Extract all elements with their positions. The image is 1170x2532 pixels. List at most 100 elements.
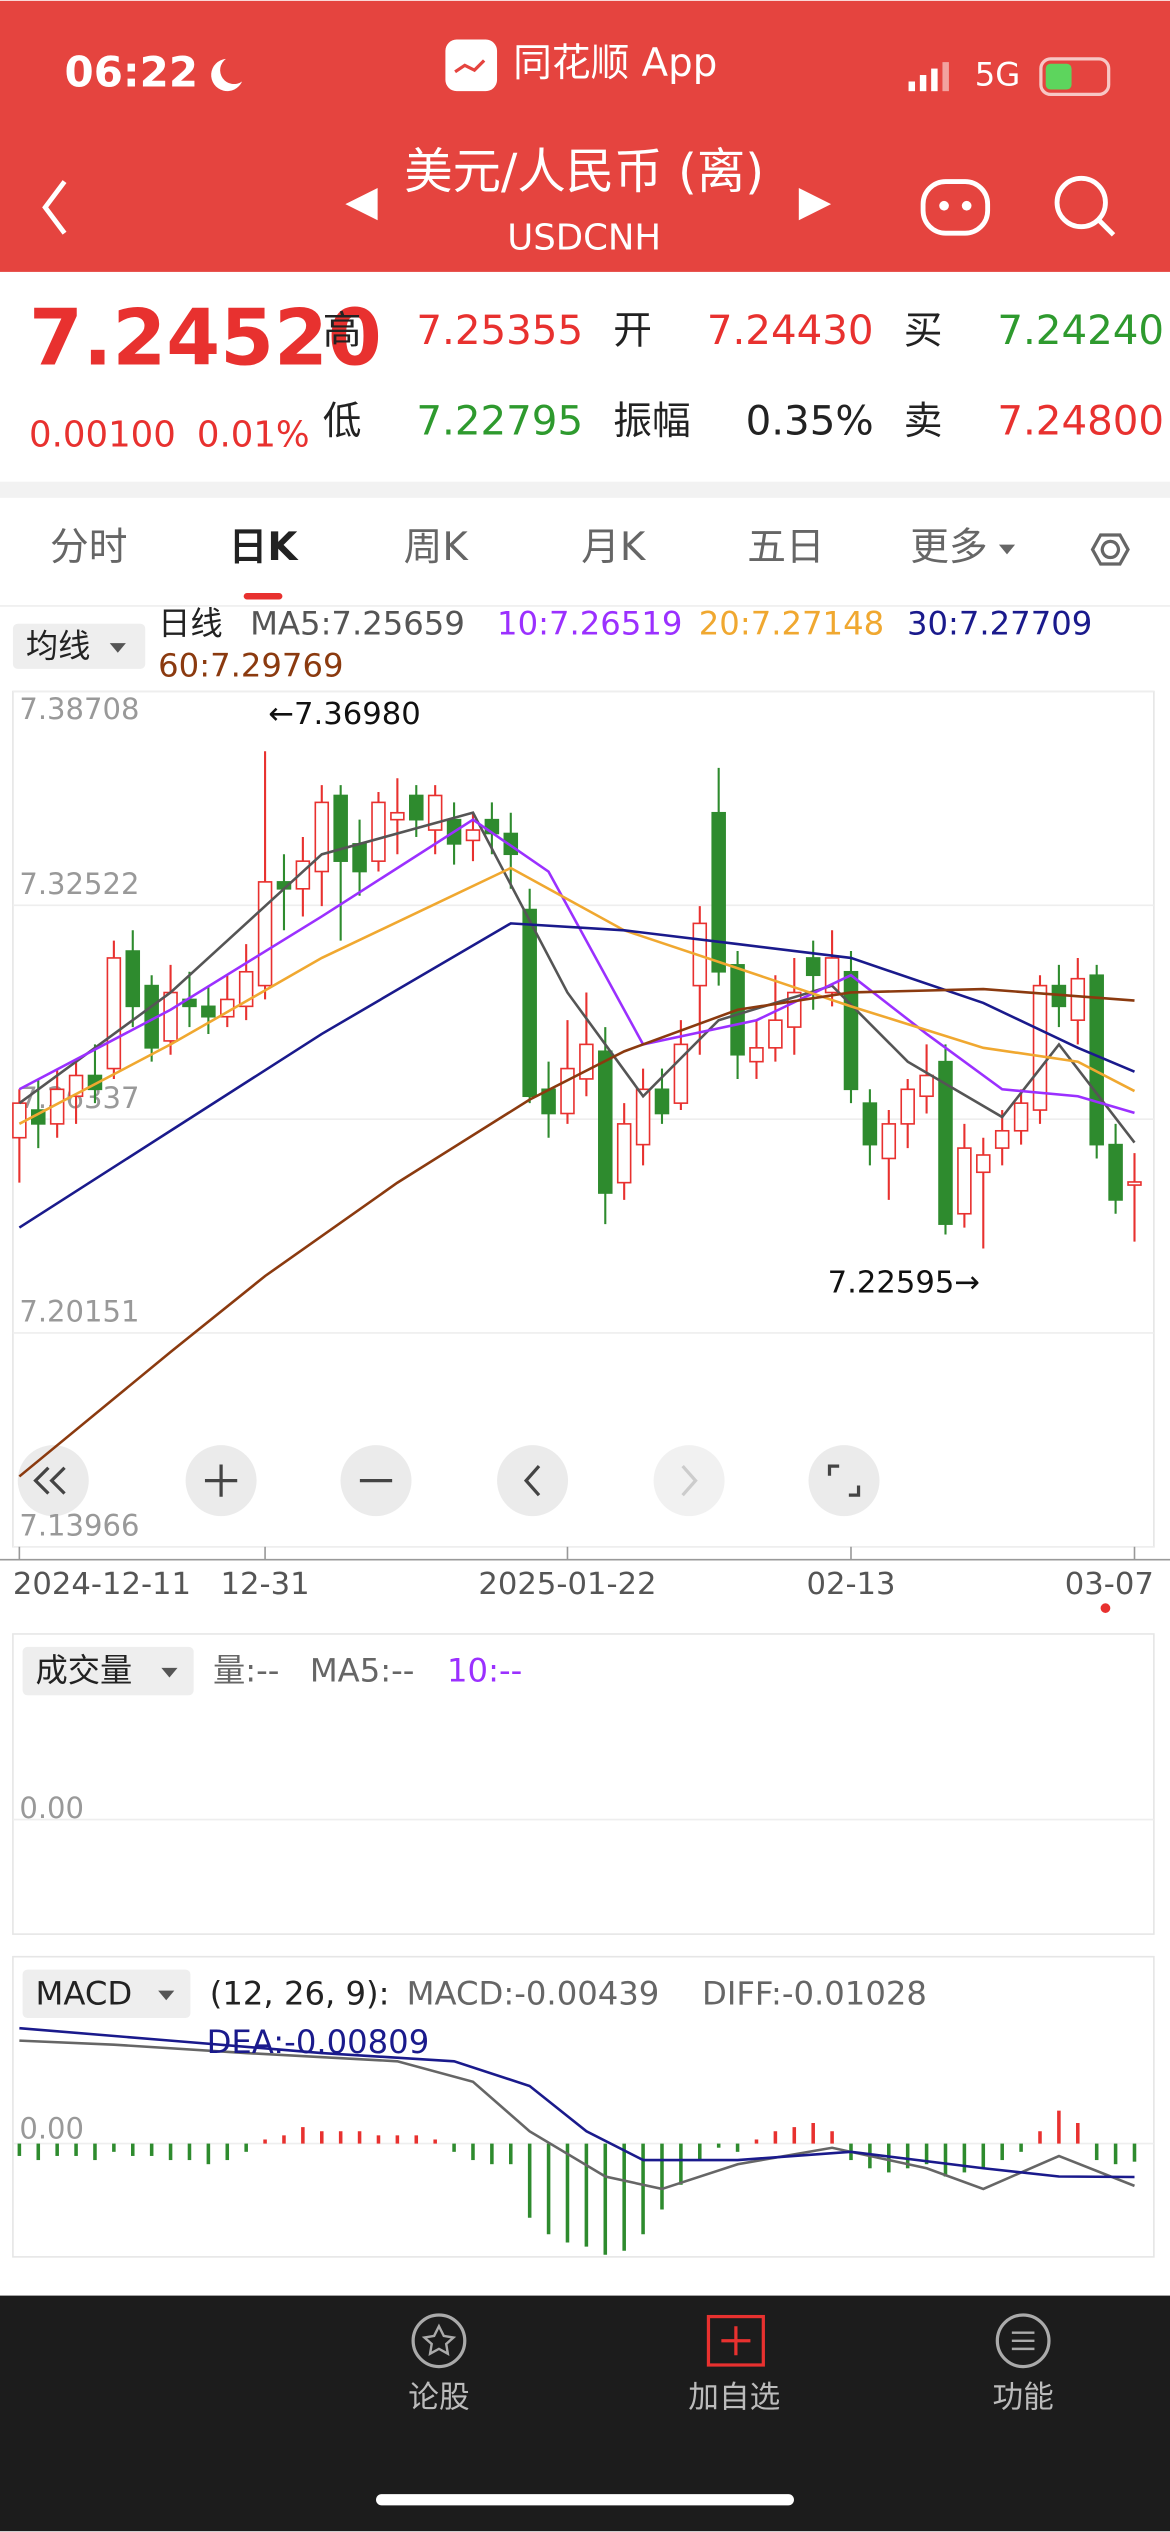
moon-icon — [211, 58, 243, 92]
candle-body — [673, 1043, 689, 1104]
candle-body — [749, 1047, 764, 1063]
candle-body — [635, 1088, 651, 1146]
nav-label[interactable]: 功能 — [992, 2380, 1053, 2415]
legend-entry: MA5:7.25659 — [250, 604, 465, 642]
status-network: 5G — [975, 56, 1021, 94]
candle-body — [522, 908, 537, 1098]
volume-field: 10:-- — [447, 1652, 522, 1690]
y-tick-label: 7.38708 — [19, 692, 139, 726]
field-label: 开 — [613, 309, 652, 354]
scroll-left[interactable] — [497, 1445, 569, 1517]
change-pct: 0.01% — [197, 415, 310, 456]
candle-body — [1127, 1181, 1142, 1186]
tab[interactable]: 五日 — [747, 525, 824, 570]
nav-label[interactable]: 加自选 — [688, 2380, 780, 2415]
ma-line — [18, 922, 1135, 1229]
candle-body — [465, 829, 481, 842]
candle-body — [1089, 974, 1104, 1146]
y-tick-label: 0.00 — [19, 2112, 84, 2146]
candle-body — [900, 1088, 915, 1125]
volume-selector-label: 成交量 — [36, 1652, 133, 1690]
battery — [1039, 57, 1111, 96]
separator — [0, 481, 1170, 498]
candle-body — [371, 801, 386, 862]
header-bg — [0, 0, 1170, 272]
x-tick-label: 2024-12-11 — [13, 1567, 191, 1602]
search-icon[interactable] — [1054, 175, 1116, 237]
period-label: 日线 — [158, 604, 223, 642]
candle-body — [390, 811, 405, 821]
dropdown-arrow — [158, 1990, 175, 2001]
scroll-right[interactable] — [653, 1445, 725, 1517]
back-button[interactable] — [42, 180, 67, 235]
legend-entry: 30:7.27709 — [907, 604, 1092, 642]
candle-body — [314, 801, 330, 873]
y-tick-label: 7.13966 — [19, 1508, 139, 1542]
ma-selector[interactable] — [12, 623, 146, 669]
candle-body — [938, 1060, 953, 1225]
candle-body — [333, 794, 348, 862]
tab[interactable]: 更多 — [910, 525, 987, 570]
candle-body — [125, 950, 141, 1008]
status-app: 同花顺 App — [513, 41, 717, 86]
fullscreen[interactable] — [808, 1445, 880, 1517]
icon — [33, 1466, 66, 1495]
legend-entry: 20:7.27148 — [699, 604, 884, 642]
volume-selector[interactable] — [22, 1646, 194, 1696]
field-label: 振幅 — [613, 399, 690, 444]
candle-body — [201, 1005, 216, 1018]
prev-arrow[interactable] — [345, 187, 378, 221]
icon — [681, 1465, 698, 1497]
tab[interactable]: 月K — [581, 525, 647, 570]
candle-body — [238, 970, 254, 1008]
robot-icon[interactable] — [920, 179, 991, 236]
tab-selected[interactable]: 日K — [229, 525, 300, 570]
candle-body — [409, 794, 424, 821]
volume-field: MA5:-- — [310, 1652, 415, 1690]
battery-level — [1045, 63, 1072, 90]
ma-line — [19, 2039, 1135, 2191]
nav-icon[interactable] — [995, 2313, 1051, 2369]
candle-body — [1108, 1143, 1123, 1201]
macd-selector-label: MACD — [36, 1974, 133, 2012]
candle-body — [843, 970, 859, 1091]
field-value: 7.24430 — [707, 307, 874, 354]
y-tick-label: 7.32522 — [19, 867, 139, 901]
candle-body — [560, 1067, 575, 1115]
legend-entry: DEA:-0.00809 — [207, 2023, 430, 2061]
icon — [204, 1464, 238, 1497]
change: 0.00100 — [29, 415, 176, 456]
macd-params: (12, 26, 9): — [210, 1974, 390, 2012]
icon — [1011, 2331, 1035, 2351]
annotation: ←7.36980 — [268, 697, 420, 732]
tab-underline — [243, 593, 283, 600]
field-label: 买 — [904, 309, 943, 354]
field-label: 低 — [323, 399, 362, 444]
candle-body — [598, 1050, 613, 1194]
bottom-nav — [0, 2295, 1170, 2532]
field-value: 7.22795 — [416, 398, 583, 445]
icon — [523, 1465, 541, 1497]
app-icon — [445, 39, 498, 92]
x-tick-label: 02-13 — [806, 1567, 895, 1602]
nav-label[interactable]: 论股 — [408, 2380, 469, 2415]
tab[interactable]: 分时 — [50, 525, 127, 570]
app-icon-glyph — [454, 59, 486, 74]
nav-icon[interactable] — [411, 2313, 467, 2369]
field-label: 卖 — [904, 399, 943, 444]
nav-icon[interactable] — [706, 2314, 765, 2367]
candle-body — [1032, 984, 1048, 1111]
icon — [421, 2323, 457, 2356]
tab[interactable]: 周K — [404, 525, 470, 570]
next-arrow[interactable] — [798, 187, 832, 221]
price: 7.24520 — [29, 293, 382, 383]
x-tick-label: 2025-01-22 — [478, 1567, 656, 1602]
ma-line — [19, 2026, 1135, 2179]
signal-icon — [908, 62, 949, 92]
macd-selector[interactable] — [22, 1969, 191, 2019]
x-tick-label: 03-07 — [1065, 1567, 1154, 1602]
settings-icon[interactable] — [1090, 533, 1130, 566]
header-code: USDCNH — [507, 218, 661, 259]
candle-body — [106, 957, 122, 1070]
